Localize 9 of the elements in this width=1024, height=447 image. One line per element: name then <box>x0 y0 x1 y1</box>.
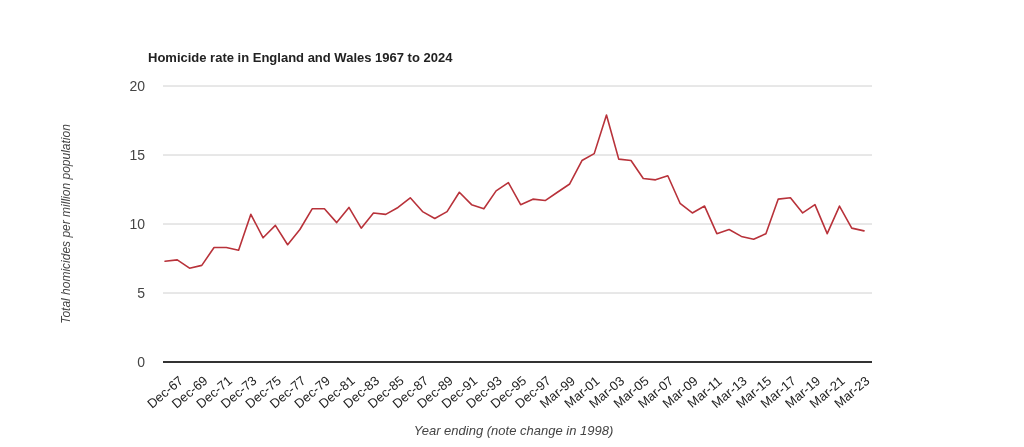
chart-title: Homicide rate in England and Wales 1967 to 2024 <box>148 50 454 65</box>
y-tick-label: 5 <box>137 284 146 301</box>
y-tick-label: 0 <box>137 353 146 370</box>
y-tick-label: 20 <box>129 77 146 94</box>
y-axis-title: Total homicides per million population <box>59 123 73 324</box>
y-tick-label: 10 <box>129 215 146 232</box>
line-series <box>164 114 865 269</box>
x-axis-title: Year ending (note change in 1998) <box>413 423 614 438</box>
y-tick-label: 15 <box>129 146 146 163</box>
